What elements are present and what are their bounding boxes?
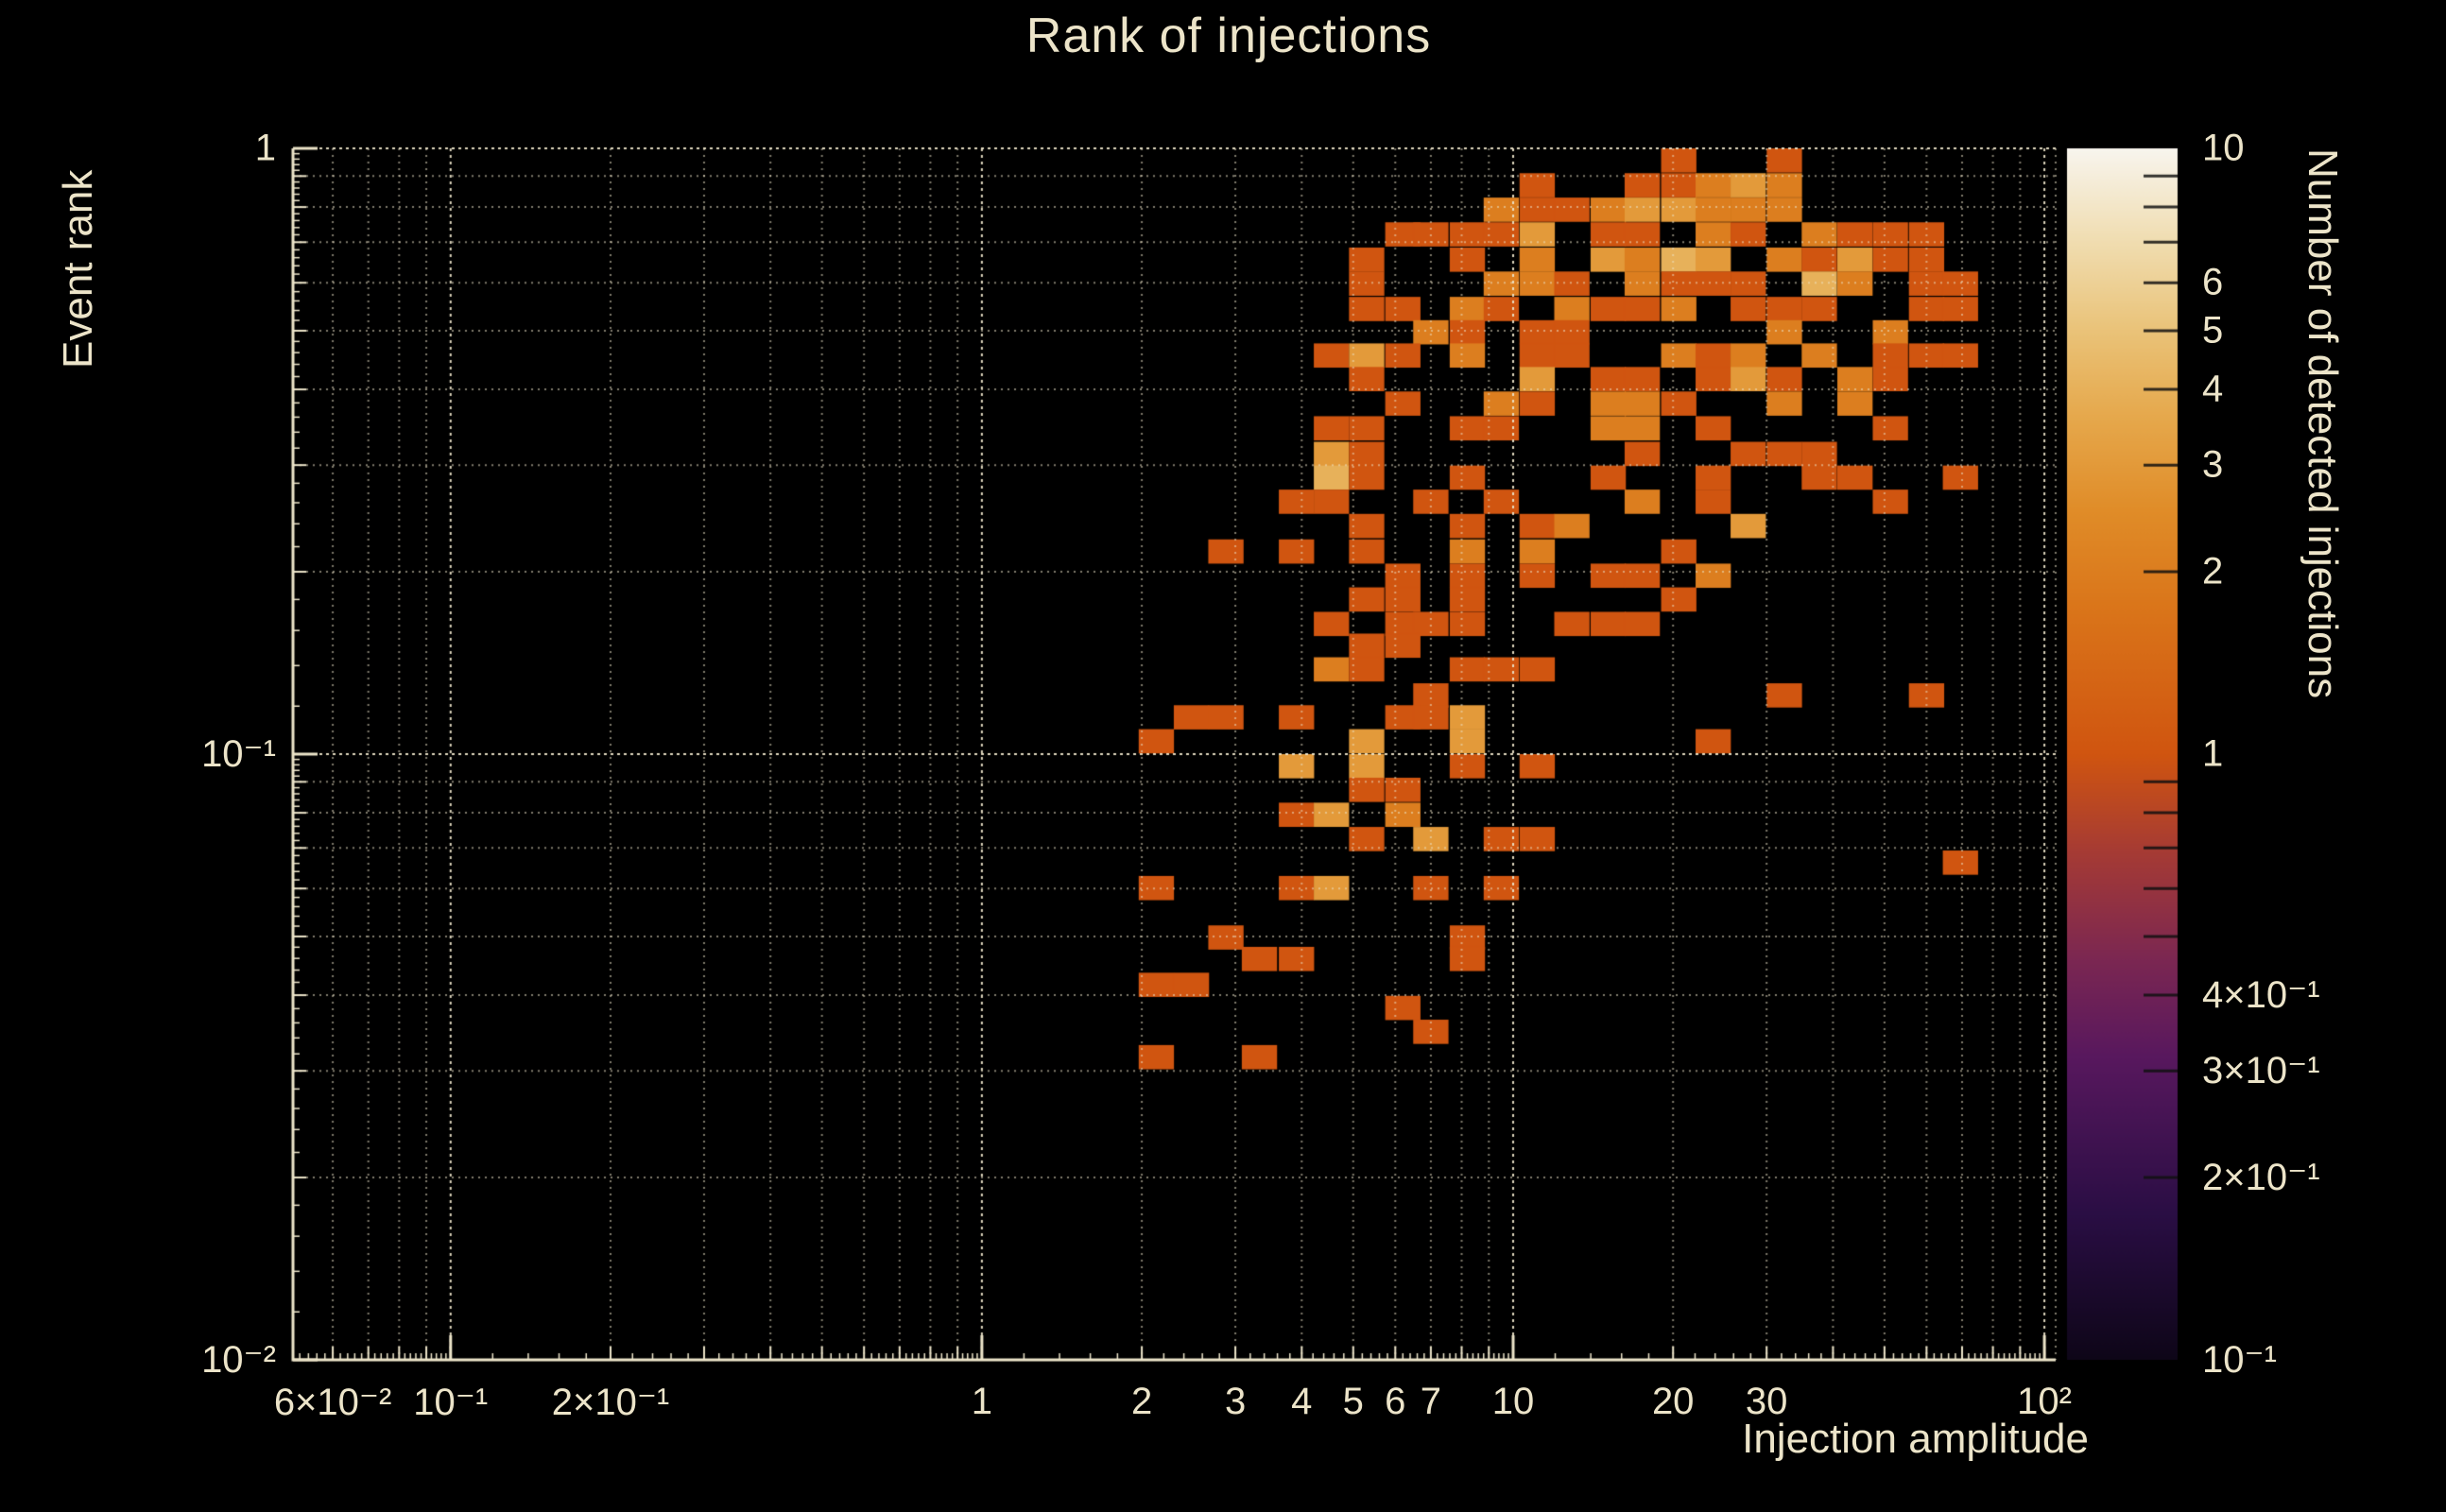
x-tick-label: 6 <box>1385 1381 1406 1422</box>
x-tick-label: 10 <box>1491 1381 1535 1422</box>
x-tick-label: 20 <box>1651 1381 1695 1422</box>
colorbar-tick-label: 1 <box>2202 732 2224 775</box>
x-tick-label: 6×10⁻² <box>273 1382 392 1423</box>
x-tick-label: 2 <box>1130 1381 1153 1422</box>
y-tick-label: 10⁻² <box>201 1339 276 1381</box>
colorbar-tick-label: 3×10⁻¹ <box>2202 1050 2320 1092</box>
colorbar-tick-label: 5 <box>2202 309 2224 352</box>
x-tick-label: 10² <box>2017 1381 2072 1422</box>
colorbar-tick-label: 3 <box>2202 443 2224 486</box>
x-tick-label: 2×10⁻¹ <box>551 1382 670 1423</box>
colorbar-tick-label: 4 <box>2202 368 2224 410</box>
x-tick-label: 3 <box>1224 1381 1247 1422</box>
colorbar-title: Number of detected injections <box>2300 148 2346 699</box>
colorbar-tick-label: 4×10⁻¹ <box>2202 974 2320 1017</box>
y-tick-label: 10⁻¹ <box>201 733 276 775</box>
colorbar-tick-label: 2×10⁻¹ <box>2202 1157 2320 1199</box>
x-tick-label: 5 <box>1342 1381 1364 1422</box>
x-tick-label: 1 <box>971 1381 992 1422</box>
colorbar-tick-label: 6 <box>2202 261 2224 303</box>
colorbar-tick-label: 10 <box>2202 127 2245 169</box>
y-tick-label: 1 <box>254 127 276 169</box>
chart-title: Rank of injections <box>1025 9 1432 63</box>
x-axis-title: Injection amplitude <box>1742 1416 2089 1462</box>
colorbar-tick-label: 10⁻¹ <box>2202 1339 2277 1381</box>
x-tick-label: 30 <box>1745 1381 1788 1422</box>
x-tick-label: 7 <box>1420 1381 1442 1422</box>
x-tick-label: 4 <box>1291 1381 1313 1422</box>
y-axis-title: Event rank <box>55 169 101 369</box>
colorbar-tick-label: 2 <box>2202 550 2224 593</box>
x-tick-label: 10⁻¹ <box>413 1382 489 1423</box>
